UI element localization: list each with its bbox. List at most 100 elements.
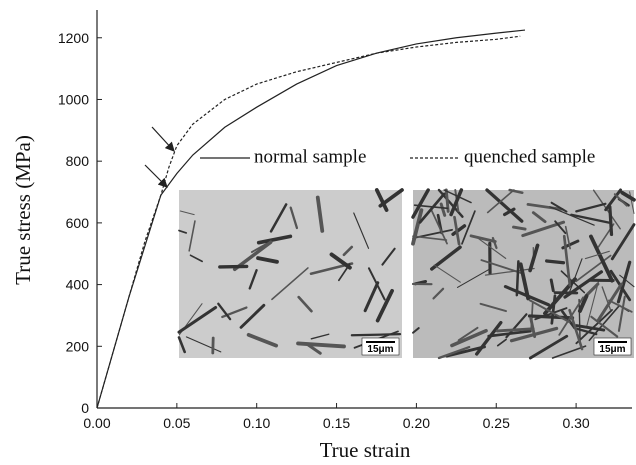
- plate: [575, 202, 607, 213]
- y-tick-label: 1000: [58, 91, 89, 107]
- plate: [562, 234, 572, 287]
- plate: [178, 229, 188, 234]
- x-tick-label: 0.05: [163, 415, 190, 431]
- plate: [486, 189, 515, 214]
- y-axis-title: True stress (MPa): [11, 135, 35, 285]
- plate: [256, 256, 279, 264]
- plate: [573, 327, 598, 336]
- plate: [469, 234, 497, 243]
- plate: [568, 258, 583, 295]
- plate: [432, 287, 445, 300]
- plate: [437, 345, 471, 360]
- plate: [570, 213, 611, 224]
- plate: [479, 302, 507, 313]
- plate: [509, 326, 559, 343]
- arrow: [151, 126, 175, 152]
- plate: [177, 336, 186, 354]
- plate: [430, 245, 462, 271]
- plate: [505, 313, 528, 339]
- plate: [608, 299, 633, 313]
- plate: [381, 247, 396, 266]
- plate: [248, 269, 258, 290]
- plate: [484, 267, 535, 276]
- plate: [374, 188, 389, 212]
- plate: [508, 188, 524, 194]
- plate: [412, 235, 448, 241]
- plate: [297, 295, 313, 313]
- line-series: [96, 35, 521, 409]
- plate: [378, 188, 404, 208]
- plate: [585, 280, 600, 329]
- plate: [491, 236, 498, 250]
- plate: [584, 250, 610, 260]
- plate: [563, 270, 604, 299]
- plate: [568, 308, 584, 351]
- plate: [433, 264, 461, 283]
- y-tick-label: 600: [66, 215, 90, 231]
- plate: [585, 282, 600, 297]
- plate: [439, 202, 447, 217]
- plate: [418, 192, 446, 224]
- plate: [512, 225, 527, 231]
- plate: [550, 294, 557, 325]
- plate: [515, 260, 520, 297]
- plate: [218, 264, 249, 269]
- plate: [367, 267, 386, 301]
- plate: [578, 298, 581, 345]
- plate: [596, 282, 623, 323]
- plate: [545, 259, 566, 265]
- plate: [564, 225, 571, 250]
- plate: [528, 299, 571, 324]
- plate: [246, 332, 279, 348]
- plate: [449, 188, 464, 217]
- plate: [310, 333, 330, 340]
- plate: [550, 201, 568, 213]
- line-series: [96, 29, 526, 409]
- plate: [296, 341, 346, 349]
- y-tick-label: 800: [66, 153, 90, 169]
- plate: [430, 209, 448, 245]
- plate: [616, 260, 632, 304]
- plate: [590, 315, 619, 338]
- plate: [495, 327, 535, 333]
- plate: [620, 190, 636, 202]
- plate: [189, 254, 203, 263]
- x-tick-label: 0.15: [323, 415, 350, 431]
- plate: [496, 338, 507, 347]
- plate: [271, 267, 309, 301]
- plate: [353, 212, 370, 249]
- plate: [450, 328, 488, 348]
- plate: [574, 324, 606, 332]
- plate: [617, 295, 626, 332]
- plate: [457, 326, 479, 342]
- legend-label: normal sample: [254, 146, 366, 167]
- plate: [453, 215, 461, 246]
- plate: [589, 234, 614, 283]
- x-tick-label: 0.00: [83, 415, 110, 431]
- plate: [411, 208, 424, 246]
- plate: [528, 334, 569, 360]
- plate: [443, 189, 472, 204]
- plate: [480, 259, 524, 275]
- plate: [269, 203, 288, 233]
- scale-label: 15μm: [599, 344, 625, 355]
- x-tick-label: 0.30: [562, 415, 589, 431]
- x-tick-label: 0.10: [243, 415, 270, 431]
- plate: [315, 195, 325, 233]
- plate: [306, 343, 322, 355]
- plate: [613, 193, 628, 207]
- scale-label: 15μm: [367, 344, 393, 355]
- plate: [554, 220, 567, 235]
- y-tick-label: 1200: [58, 30, 89, 46]
- plate: [185, 336, 222, 353]
- plate: [177, 306, 218, 334]
- plate: [528, 243, 540, 273]
- plate: [527, 314, 575, 320]
- y-tick-label: 400: [66, 277, 90, 293]
- plate: [476, 236, 507, 259]
- plate: [217, 302, 232, 321]
- arrow: [144, 164, 168, 188]
- plate: [342, 245, 354, 257]
- plate: [531, 211, 547, 224]
